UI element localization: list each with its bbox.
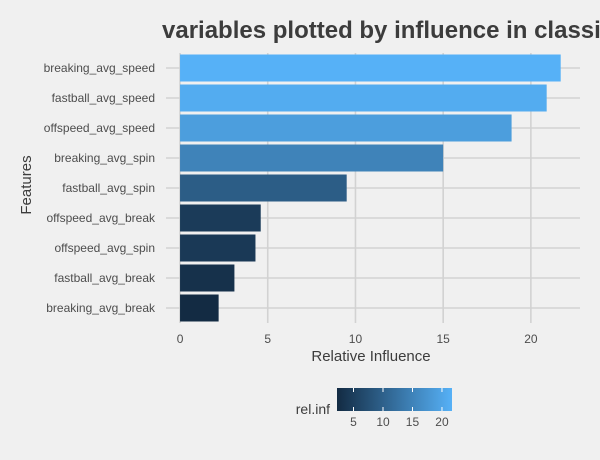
axis-layer: breaking_avg_speed fastball_avg_speedoffs… [44, 61, 538, 346]
legend: rel.inf 5 10 15 20 [296, 388, 452, 429]
y-tick-label: breaking_avg_break [46, 301, 156, 315]
bar-breaking-avg-break [180, 294, 219, 322]
y-tick-label: fastball_avg_spin [62, 181, 155, 195]
y-tick-label: breaking_avg_speed [44, 61, 155, 75]
bar-fastball-avg-spin [180, 174, 347, 202]
y-tick-label: offspeed_avg_break [46, 211, 156, 225]
bar-offspeed-avg-speed [180, 114, 512, 142]
x-tick-label: 20 [524, 332, 538, 346]
bar-fastball-avg-speed [180, 84, 547, 112]
legend-tick-label: 15 [406, 415, 420, 429]
bar-offspeed-avg-spin [180, 234, 256, 262]
y-axis-title: Features [18, 155, 35, 214]
legend-tick-label: 10 [376, 415, 390, 429]
legend-ticks: 5 10 15 20 [350, 388, 449, 429]
y-tick-label: fastball_avg_break [54, 271, 156, 285]
bar-breaking-avg-spin [180, 144, 444, 172]
bar-breaking-avg-speed [180, 54, 561, 82]
x-axis-title: Relative Influence [311, 348, 430, 365]
legend-title: rel.inf [296, 401, 330, 417]
legend-tick-label: 5 [350, 415, 357, 429]
x-tick-label: 5 [264, 332, 271, 346]
y-tick-label: offspeed_avg_speed [44, 121, 155, 135]
y-tick-label: offspeed_avg_spin [54, 241, 155, 255]
legend-tick-label: 20 [435, 415, 449, 429]
x-tick-label: 15 [436, 332, 450, 346]
x-tick-label: 0 [177, 332, 184, 346]
bar-layer [180, 54, 561, 322]
y-tick-label: fastball_avg_speed [52, 91, 155, 105]
bar-offspeed-avg-break [180, 204, 261, 232]
bar-fastball-avg-break [180, 264, 235, 292]
y-tick-label: breaking_avg_spin [54, 151, 155, 165]
chart-title: variables plotted by influence in classi [162, 17, 600, 44]
x-tick-label: 10 [349, 332, 363, 346]
legend-colorbar [337, 388, 452, 411]
